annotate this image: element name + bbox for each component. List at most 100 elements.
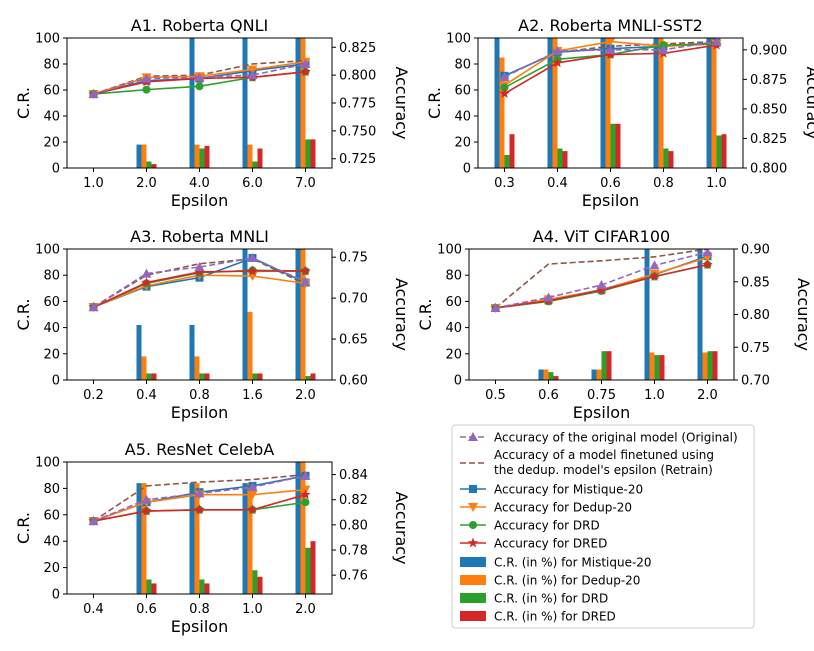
chart-title: A2. Roberta MNLI-SST2 — [518, 16, 703, 35]
legend-label: Accuracy for DRED — [494, 537, 607, 551]
y2-tick-label: 0.65 — [339, 333, 368, 348]
y-axis-label: C.R. — [416, 299, 435, 331]
y2-tick-label: 0.70 — [339, 292, 368, 307]
y2-tick-label: 0.80 — [741, 308, 770, 323]
y-tick-label: 20 — [43, 347, 60, 362]
x-tick-label: 1.0 — [644, 388, 665, 403]
legend-label: Accuracy of a model finetuned using — [494, 448, 714, 462]
marker-drd — [500, 83, 509, 92]
legend-swatch — [460, 575, 486, 585]
marker-drd — [301, 498, 310, 507]
y-tick-label: 20 — [43, 136, 60, 151]
bar-mistique — [189, 324, 195, 380]
y2-axis-label: Accuracy — [803, 66, 814, 139]
marker-original — [88, 302, 99, 312]
marker-original — [247, 482, 258, 492]
marker-original — [711, 38, 722, 46]
y-tick-label: 0 — [52, 588, 60, 603]
lines — [490, 249, 713, 313]
marker-original — [194, 488, 205, 498]
chart-title: A4. ViT CIFAR100 — [533, 227, 670, 246]
bar-mistique — [136, 324, 142, 380]
marker-drd — [195, 82, 204, 91]
bar-dred — [606, 351, 612, 380]
bar-drd — [716, 135, 722, 168]
bar-drd — [707, 351, 713, 380]
marker-original — [300, 470, 311, 480]
legend-swatch — [460, 611, 486, 621]
bar-dred — [712, 351, 718, 380]
bar-drd — [252, 373, 258, 380]
marker-original — [141, 494, 152, 504]
y2-tick-label: 0.750 — [339, 124, 376, 139]
bar-dred — [553, 376, 559, 380]
x-tick-label: 0.6 — [136, 602, 157, 617]
chart-title: A3. Roberta MNLI — [130, 227, 269, 246]
marker-original — [247, 70, 258, 80]
marker-dred — [300, 265, 311, 276]
bar-drd — [610, 123, 616, 168]
bar-mistique — [295, 38, 301, 168]
bar-dred — [204, 373, 210, 380]
legend-entry-10: C.R. (in %) for DRED — [460, 610, 616, 624]
bar-dedup — [247, 483, 253, 594]
legend-label: C.R. (in %) for DRD — [494, 592, 608, 606]
legend-entry-9: C.R. (in %) for DRD — [460, 592, 608, 606]
bar-drd — [663, 148, 669, 168]
marker-dred — [141, 505, 152, 516]
marker-original — [88, 89, 99, 99]
bar-dred — [509, 134, 515, 168]
chart-title: A5. ResNet CelebA — [125, 440, 275, 459]
marker-original — [490, 302, 501, 312]
x-tick-label: 0.4 — [136, 388, 157, 403]
marker-dred — [649, 271, 660, 281]
y-tick-label: 60 — [43, 295, 60, 310]
bar-drd — [654, 355, 660, 380]
bar-dedup — [300, 462, 306, 594]
x-tick-label: 2.0 — [697, 388, 718, 403]
chart-panel-4: 0.5 0.6 0.75 1.0 2.0 0 20 40 60 80 100 0.70 0.75 0.80… — [416, 227, 813, 422]
y-tick-label: 40 — [43, 535, 60, 550]
marker-dred — [141, 277, 152, 288]
bar-dedup — [605, 38, 611, 168]
bar-drd — [548, 372, 554, 380]
bar-dedup — [141, 483, 147, 594]
bar-mistique — [697, 249, 703, 380]
marker-dred — [605, 49, 616, 59]
marker-original — [194, 262, 205, 272]
bar-dred — [310, 541, 316, 594]
legend-marker — [469, 485, 477, 493]
bar-drd — [305, 547, 311, 594]
x-tick-label: 0.5 — [485, 388, 506, 403]
chart-panel-1: 1.0 2.0 4.0 6.0 7.0 0 20 40 60 80 100 0.725 0.750 0.7… — [14, 16, 411, 210]
bar-drd — [305, 139, 311, 168]
y2-axis-label: Accuracy — [392, 491, 411, 564]
x-axis-label: Epsilon — [171, 403, 228, 422]
y2-tick-label: 0.75 — [741, 341, 770, 356]
y2-axis-label: Accuracy — [794, 278, 813, 351]
bar-dedup — [499, 57, 505, 168]
bar-dred — [151, 373, 157, 380]
bar-drd — [146, 373, 152, 380]
y2-tick-label: 0.875 — [750, 73, 787, 88]
y-axis-label: C.R. — [425, 87, 444, 119]
marker-drd — [142, 85, 151, 94]
bar-mistique — [189, 38, 195, 168]
y-tick-label: 60 — [454, 84, 471, 99]
y-tick-label: 40 — [43, 321, 60, 336]
y2-tick-label: 0.825 — [339, 41, 376, 56]
bar-dedup — [300, 249, 306, 380]
bar-mistique — [295, 249, 301, 380]
marker-original — [543, 292, 554, 302]
bar-mistique — [136, 144, 142, 168]
marker-dedup — [247, 65, 258, 75]
marker-original — [247, 253, 258, 263]
chart-panel-2: 0.3 0.4 0.6 0.8 1.0 0 20 40 60 80 100 0.800 0.825 0.8… — [425, 16, 814, 210]
x-tick-label: 2.0 — [295, 602, 316, 617]
y-tick-label: 20 — [445, 347, 462, 362]
y-tick-label: 80 — [43, 58, 60, 73]
y-tick-label: 60 — [43, 508, 60, 523]
lines — [499, 38, 722, 98]
bar-dedup — [300, 38, 306, 168]
legend-entry-3: Accuracy for Mistique-20 — [460, 483, 643, 497]
